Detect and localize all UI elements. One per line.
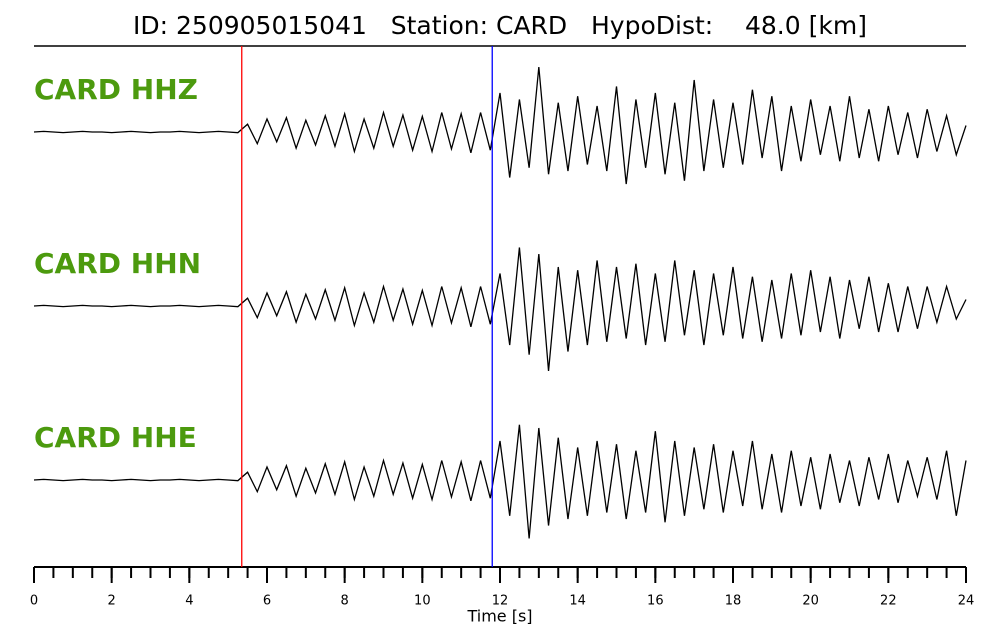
x-tick-label: 2 bbox=[108, 594, 116, 609]
x-tick-label: 10 bbox=[414, 594, 431, 609]
x-tick-label: 4 bbox=[185, 594, 193, 609]
x-tick-label: 24 bbox=[958, 594, 975, 609]
waveform bbox=[33, 247, 967, 372]
x-tick-label: 8 bbox=[341, 594, 349, 609]
x-tick-label: 20 bbox=[802, 594, 819, 609]
x-tick-label: 14 bbox=[569, 594, 586, 609]
trace-label: CARD HHN bbox=[34, 247, 201, 280]
x-tick-label: 12 bbox=[492, 594, 509, 609]
x-tick-label: 18 bbox=[725, 594, 742, 609]
x-axis-label: Time [s] bbox=[466, 607, 532, 626]
chart-title: ID: 250905015041 Station: CARD HypoDist:… bbox=[133, 11, 867, 40]
waveform bbox=[33, 424, 967, 539]
waveform bbox=[33, 66, 967, 185]
x-tick-label: 22 bbox=[880, 594, 897, 609]
x-tick-label: 0 bbox=[30, 594, 38, 609]
trace-label: CARD HHZ bbox=[34, 73, 198, 106]
trace-label: CARD HHE bbox=[34, 421, 197, 454]
x-tick-label: 6 bbox=[263, 594, 271, 609]
x-tick-label: 16 bbox=[647, 594, 664, 609]
